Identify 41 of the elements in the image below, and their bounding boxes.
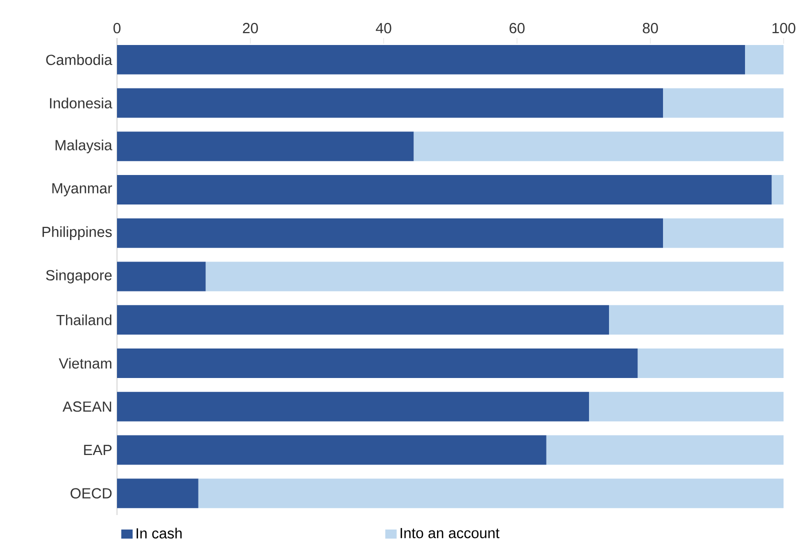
- bar: [414, 132, 784, 162]
- bar: [745, 44, 784, 74]
- bar: [206, 262, 784, 292]
- y-tick-label: Malaysia: [56, 140, 112, 154]
- bar: [117, 132, 414, 162]
- bar: [546, 435, 784, 465]
- bar: [117, 348, 638, 378]
- y-tick-label: Vietnam: [58, 358, 112, 369]
- x-tick-label: 80: [642, 22, 658, 34]
- y-tick-label: Thailand: [56, 314, 112, 326]
- y-tick-label: EAP: [84, 444, 112, 456]
- y-tick-label: OECD: [70, 488, 112, 499]
- y-tick-label: ASEAN: [62, 401, 112, 412]
- y-tick-label: Indonesia: [50, 98, 112, 108]
- y-tick-label: Cambodia: [46, 54, 112, 66]
- x-tick-label: 100: [772, 22, 796, 34]
- legend-label: In cash: [136, 528, 182, 539]
- bar: [663, 218, 784, 248]
- bar: [609, 305, 784, 335]
- legend-label: Into an account: [400, 528, 500, 538]
- x-tick-label: 0: [113, 22, 120, 34]
- bar: [772, 175, 784, 205]
- bar: [117, 44, 746, 74]
- bar: [117, 305, 610, 335]
- bar: [117, 392, 590, 422]
- y-tick-label: Singapore: [46, 270, 112, 284]
- bar: [638, 348, 784, 378]
- bar: [663, 88, 784, 118]
- y-tick-label: Myanmar: [52, 183, 112, 196]
- bar: [117, 435, 546, 465]
- bar: [198, 478, 784, 508]
- x-tick-label: 20: [242, 22, 258, 34]
- bar: [117, 218, 664, 248]
- bar: [589, 392, 784, 422]
- x-tick-label: 40: [376, 22, 392, 34]
- x-tick-label: 60: [510, 22, 525, 34]
- bar: [117, 478, 198, 508]
- bar: [117, 262, 206, 292]
- bar: [117, 88, 664, 118]
- y-tick-label: Philippines: [42, 226, 112, 240]
- bar: [117, 175, 772, 205]
